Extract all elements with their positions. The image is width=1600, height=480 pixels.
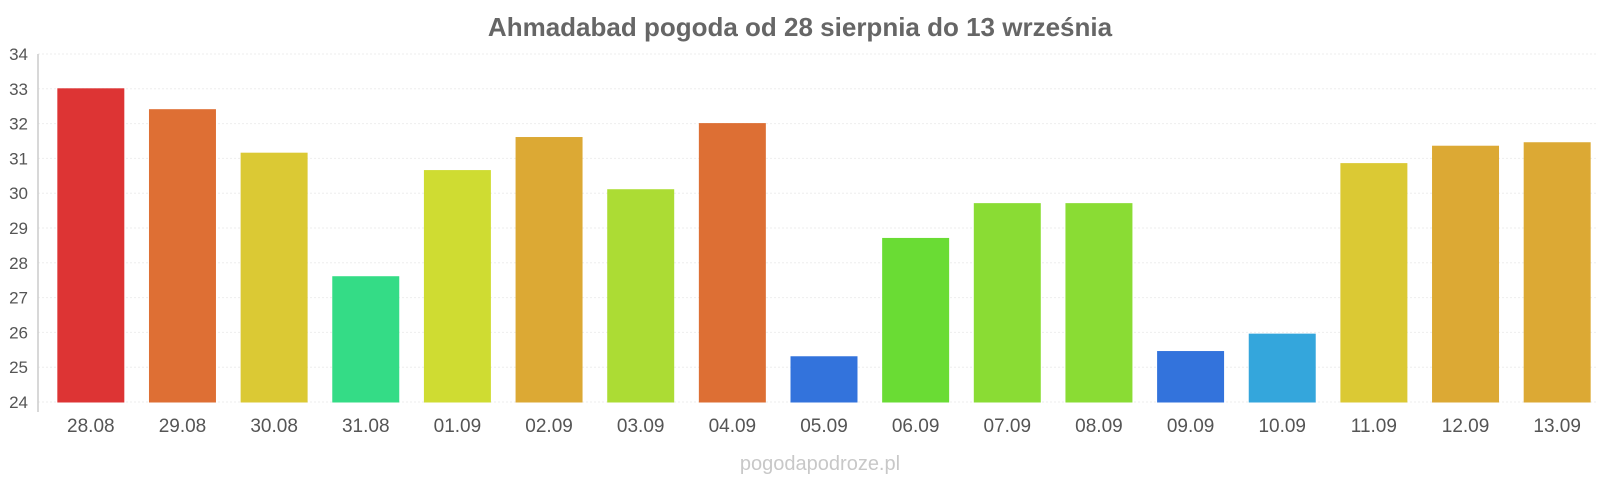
bars (57, 88, 1591, 403)
bar-31.08 (332, 276, 400, 403)
x-tick-label: 28.08 (67, 416, 115, 437)
y-tick-label: 30 (9, 184, 28, 203)
y-axis-ticks: 24 25 26 27 28 29 30 31 32 33 34 (9, 45, 28, 412)
x-tick-label: 13.09 (1533, 416, 1581, 437)
x-tick-label: 12.09 (1442, 416, 1490, 437)
bar-07.09 (973, 203, 1041, 403)
x-tick-label: 08.09 (1075, 416, 1123, 437)
bar-03.09 (607, 189, 675, 403)
x-axis-ticks: 28.08 29.08 30.08 31.08 01.09 02.09 03.09 04.09… (67, 416, 1581, 437)
x-tick-label: 03.09 (617, 416, 665, 437)
y-tick-label: 31 (9, 149, 28, 168)
bar-02.09 (515, 137, 583, 403)
bar-01.09 (423, 170, 491, 403)
x-tick-label: 04.09 (709, 416, 757, 437)
y-tick-label: 24 (9, 393, 28, 412)
y-tick-label: 29 (9, 219, 28, 238)
bar-08.09 (1065, 203, 1133, 403)
x-tick-label: 07.09 (984, 416, 1032, 437)
y-tick-label: 25 (9, 358, 28, 377)
bar-11.09 (1340, 163, 1408, 403)
x-tick-label: 06.09 (892, 416, 940, 437)
y-tick-label: 26 (9, 323, 28, 342)
bar-13.09 (1523, 142, 1591, 403)
chart-title: Ahmadabad pogoda od 28 sierpnia do 13 wr… (488, 12, 1113, 42)
bar-06.09 (882, 237, 950, 403)
bar-04.09 (698, 123, 766, 403)
y-tick-label: 34 (9, 45, 28, 64)
bar-12.09 (1432, 145, 1500, 403)
bar-28.08 (57, 88, 125, 403)
x-tick-label: 11.09 (1351, 416, 1397, 437)
x-tick-label: 05.09 (800, 416, 848, 437)
y-tick-label: 28 (9, 254, 28, 273)
x-tick-label: 31.08 (342, 416, 390, 437)
bar-10.09 (1248, 333, 1316, 403)
bar-29.08 (148, 109, 216, 403)
bar-09.09 (1157, 351, 1225, 403)
x-tick-label: 02.09 (525, 416, 573, 437)
watermark: pogodapodroze.pl (740, 453, 900, 475)
y-tick-label: 32 (9, 115, 28, 134)
x-tick-label: 29.08 (159, 416, 207, 437)
bar-30.08 (240, 152, 308, 403)
x-tick-label: 30.08 (250, 416, 298, 437)
x-tick-label: 10.09 (1258, 416, 1306, 437)
bar-05.09 (790, 356, 858, 403)
x-tick-label: 01.09 (434, 416, 482, 437)
y-tick-label: 33 (9, 80, 28, 99)
y-tick-label: 27 (9, 289, 28, 308)
x-tick-label: 09.09 (1167, 416, 1215, 437)
